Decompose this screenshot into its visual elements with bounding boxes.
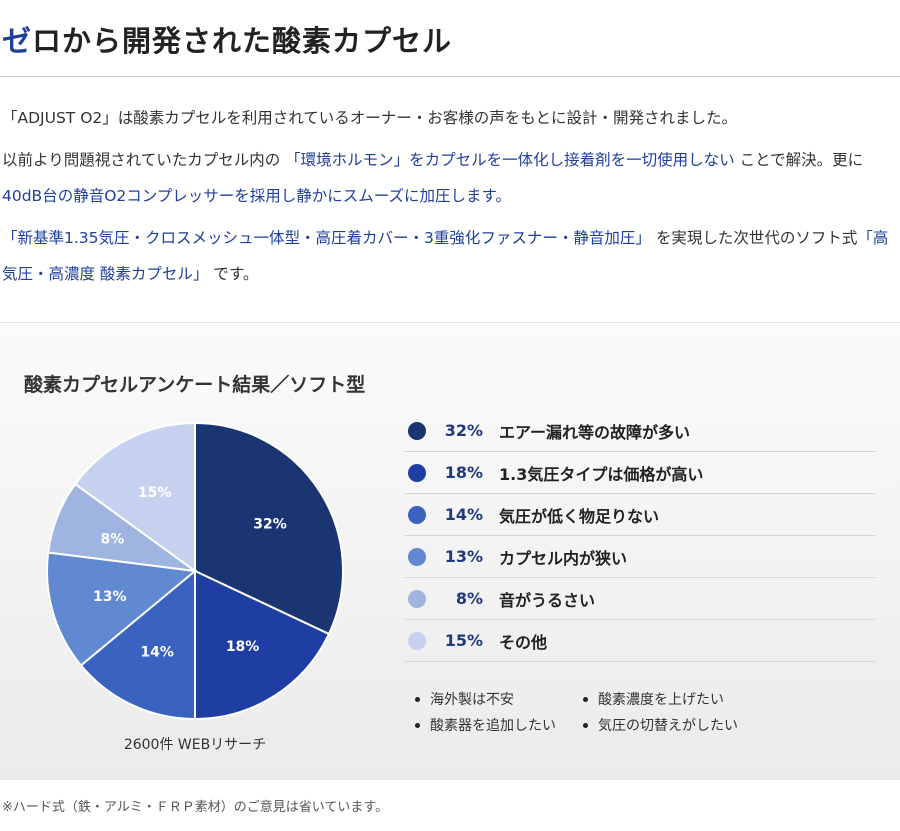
intro-paragraph-1: 「ADJUST O2」は酸素カプセルを利用されているオーナー・お客様の声をもとに… [2,109,737,127]
legend-item: 8% 音がうるさい [405,578,875,620]
legend-label: その他 [499,632,548,652]
bullet-icon [415,696,420,702]
legend-percent: 14% [444,505,483,524]
legend-percent: 15% [444,631,483,650]
other-opinion-text: 海外製は不安 [430,692,514,708]
intro-p3-b: を実現した次世代のソフト式 [655,229,858,247]
pie-slice-label: 32% [253,516,287,532]
legend-label: カプセル内が狭い [499,548,628,568]
legend-label: 気圧が低く物足りない [499,506,660,526]
legend-swatch-icon [408,589,426,608]
intro-p2-highlight-2: 40dB台の静音O2コンプレッサーを採用し静かにスムーズに加圧します。 [2,187,511,205]
legend-item: 13% カプセル内が狭い [405,536,875,578]
bullet-icon [583,696,588,702]
legend-item: 32% エアー漏れ等の故障が多い [405,410,875,452]
intro-p3-highlight-1: 「新基準1.35気圧・クロスメッシュ一体型・高圧着カバー・3重強化ファスナー・静… [2,229,651,247]
legend-label: エアー漏れ等の故障が多い [499,422,691,442]
legend-percent: 18% [444,463,483,482]
legend-swatch-icon [408,547,426,566]
other-opinion-item: 海外製は不安 [415,689,583,709]
legend-swatch-icon [408,631,426,650]
page-title-rest: ロから開発された酸素カプセル [32,24,453,58]
other-opinion-text: 酸素濃度を上げたい [598,692,724,708]
intro-p3-d: です。 [213,265,259,283]
pie-slice-label: 18% [226,639,260,655]
intro-p2-c: ことで解決。更に [739,151,864,169]
other-opinions: 海外製は不安 酸素濃度を上げたい 酸素器を追加したい 気圧の切替えがしたい [415,686,835,738]
legend-percent: 8% [455,589,483,608]
other-opinions-row: 酸素器を追加したい 気圧の切替えがしたい [415,712,835,738]
bullet-icon [415,722,420,728]
pie-slice-label: 14% [140,644,174,660]
title-divider [0,76,900,77]
page-title-accent: ゼ [2,24,33,58]
legend-item: 14% 気圧が低く物足りない [405,494,875,536]
intro-paragraph-3: 「新基準1.35気圧・クロスメッシュ一体型・高圧着カバー・3重強化ファスナー・静… [2,220,894,292]
legend-label: 1.3気圧タイプは価格が高い [499,464,704,484]
intro-p2-a: 以前より問題視されていたカプセル内の [2,151,281,169]
pie-slice [73,421,196,573]
intro-text: 「ADJUST O2」は酸素カプセルを利用されているオーナー・お客様の声をもとに… [2,100,894,298]
page-title: ゼロから開発された酸素カプセル [2,18,452,60]
intro-paragraph-2: 以前より問題視されていたカプセル内の 「環境ホルモン」をカプセルを一体化し接着剤… [2,142,894,214]
pie-chart: 32% 18% 14% 13% 8% 15% [46,421,344,721]
other-opinion-text: 気圧の切替えがしたい [598,718,738,734]
chart-caption: 2600件 WEBリサーチ [123,737,267,753]
pie-slice [79,568,196,721]
intro-p3-highlight-2: 「高気圧・高濃度 酸素カプセル」 [2,229,889,283]
footnote: ※ハード式（鉄・アルミ・ＦＲＰ素材）のご意見は省いています。 [2,800,389,815]
legend-item: 18% 1.3気圧タイプは価格が高い [405,452,875,494]
pie-slice [194,421,344,636]
pie-slice-label: 15% [138,485,172,501]
pie-slice-label: 8% [101,531,125,547]
legend-label: 音がうるさい [499,590,596,610]
legend-swatch-icon [408,421,426,440]
intro-p2-highlight-1: 「環境ホルモン」をカプセルを一体化し接着剤を一切使用しない [285,151,735,169]
legend-swatch-icon [408,505,426,524]
chart-title: 酸素カプセルアンケート結果／ソフト型 [24,374,366,396]
other-opinion-item: 酸素器を追加したい [415,715,583,735]
other-opinion-item: 気圧の切替えがしたい [583,715,751,735]
legend-percent: 13% [444,547,483,566]
other-opinion-item: 酸素濃度を上げたい [583,689,751,709]
chart-legend: 32% エアー漏れ等の故障が多い 18% 1.3気圧タイプは価格が高い 14% 気圧が低く… [405,410,875,662]
bullet-icon [583,722,588,728]
other-opinion-text: 酸素器を追加したい [430,718,556,734]
pie-slice [194,569,331,721]
pie-slice [46,551,198,667]
legend-percent: 32% [444,421,483,440]
legend-item: 15% その他 [405,620,875,662]
other-opinions-row: 海外製は不安 酸素濃度を上げたい [415,686,835,712]
pie-slice-label: 13% [93,589,127,605]
legend-swatch-icon [408,463,426,482]
